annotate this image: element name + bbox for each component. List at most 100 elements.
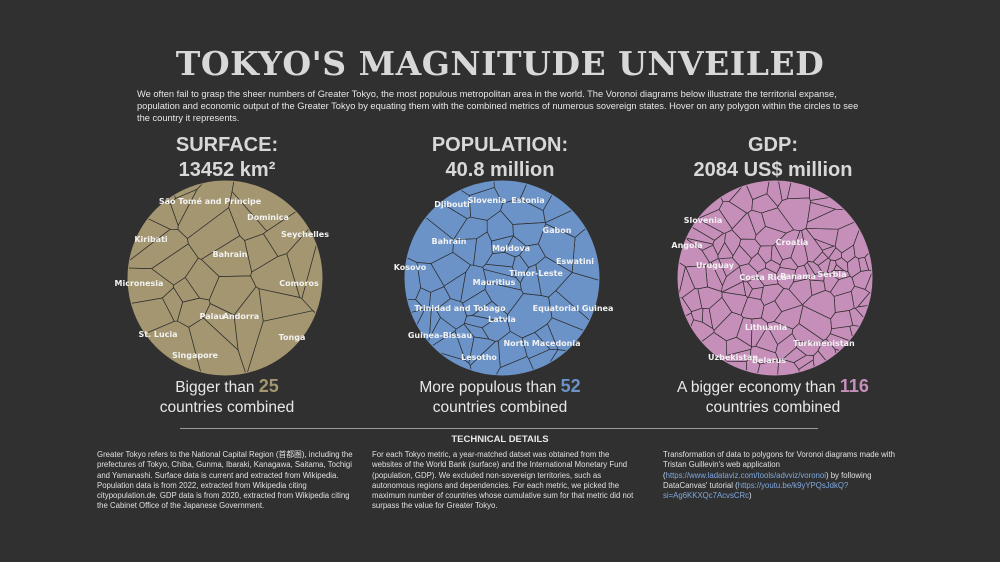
country-polygon[interactable] (521, 331, 551, 360)
country-polygon[interactable] (754, 226, 787, 247)
technical-col-1: Greater Tokyo refers to the National Cap… (97, 450, 353, 511)
gdp-caption: A bigger economy than 116 countries comb… (643, 376, 903, 418)
country-polygon[interactable] (120, 228, 189, 269)
country-label: Uruguay (696, 261, 735, 270)
country-label: Latvia (488, 315, 516, 324)
country-polygon[interactable] (751, 317, 768, 348)
country-polygon[interactable] (828, 247, 842, 261)
country-polygon[interactable] (779, 257, 799, 271)
country-polygon[interactable] (473, 231, 493, 268)
country-polygon[interactable] (746, 356, 761, 376)
country-polygon[interactable] (668, 254, 686, 298)
gdp-heading: GDP: (748, 134, 798, 156)
country-polygon[interactable] (233, 286, 264, 376)
country-label: Micronesia (115, 279, 164, 288)
country-polygon[interactable] (801, 290, 836, 320)
country-polygon[interactable] (776, 359, 804, 376)
country-polygon[interactable] (690, 307, 704, 323)
country-label: Dominica (247, 213, 289, 222)
country-label: North Macedonia (503, 339, 580, 348)
country-polygon[interactable] (834, 348, 882, 376)
country-polygon[interactable] (454, 323, 475, 364)
country-label: Bahrain (213, 250, 248, 259)
surface-caption: Bigger than 25 countries combined (97, 376, 357, 418)
country-polygon[interactable] (429, 309, 441, 338)
page-title: TOKYO'S MAGNITUDE UNVEILED (175, 44, 825, 83)
country-label: Panama (780, 272, 816, 281)
country-label: Slovenia (468, 196, 506, 205)
country-polygon[interactable] (519, 180, 567, 211)
surface-voronoi[interactable]: São Tomé and Príncipe Dominica Kiribati Sey… (105, 180, 345, 376)
technical-col-3: Transformation of data to polygons for V… (663, 450, 908, 501)
country-label: Palau (200, 312, 225, 321)
country-label: Gabon (543, 226, 572, 235)
country-label: Lesotho (461, 353, 497, 362)
voronoi-cells[interactable] (118, 180, 332, 376)
country-label: Kiribati (134, 235, 168, 244)
tutorial-link[interactable]: https://youtu.be/k9yYPQsJdkQ?si=Ag6KKXQc… (663, 480, 849, 501)
country-polygon[interactable] (786, 180, 810, 200)
country-polygon[interactable] (301, 198, 332, 328)
technical-col-2: For each Tokyo metric, a year-matched da… (372, 450, 634, 511)
gdp-caption-prefix: A bigger economy than (677, 379, 836, 396)
country-polygon[interactable] (188, 317, 248, 376)
gdp-voronoi[interactable]: Slovenia Croatia Angola Uruguay Costa RicaPa… (655, 180, 895, 376)
country-label: Eswatini (556, 257, 594, 266)
country-label: Croatia (776, 238, 809, 247)
country-polygon[interactable] (803, 261, 816, 279)
country-polygon[interactable] (538, 223, 576, 273)
surface-caption-prefix: Bigger than (175, 379, 255, 396)
country-polygon[interactable] (746, 276, 765, 290)
country-polygon[interactable] (724, 229, 742, 257)
country-label: Angola (671, 241, 702, 250)
gdp-heading-block: GDP: 2084 US$ million (653, 133, 893, 183)
country-label: Slovenia (684, 216, 722, 225)
country-label: Uzbekistan (708, 353, 758, 362)
country-label: Guinea-Bissau (408, 331, 473, 340)
surface-heading-block: SURFACE: 13452 km² (107, 133, 347, 183)
country-polygon[interactable] (864, 269, 882, 297)
country-label: Trinidad and Tobago (414, 304, 506, 313)
country-polygon[interactable] (491, 235, 514, 254)
gdp-caption-suffix: countries combined (705, 399, 841, 416)
gdp-count: 116 (839, 376, 869, 396)
country-polygon[interactable] (809, 180, 882, 201)
country-label: Comoros (279, 279, 319, 288)
country-label: Kosovo (394, 263, 427, 272)
country-polygon[interactable] (519, 264, 542, 296)
population-caption-prefix: More populous than (419, 379, 557, 396)
ladataviz-link[interactable]: https://www.ladataviz.com/tools/advviz/v… (665, 470, 826, 480)
population-caption-suffix: countries combined (432, 399, 568, 416)
country-polygon[interactable] (849, 324, 867, 338)
technical-col-3-text-1: Transformation of data to polygons for V… (663, 450, 896, 480)
country-polygon[interactable] (435, 298, 467, 330)
technical-col-3-text-2: ) by following DataCanvas' tutorial ( (663, 470, 872, 490)
country-polygon[interactable] (850, 285, 871, 309)
intro-paragraph: We often fail to grasp the sheer numbers… (137, 89, 859, 123)
country-label: São Tomé and Príncipe (159, 196, 262, 206)
country-polygon[interactable] (416, 262, 445, 293)
country-label: Serbia (818, 270, 847, 279)
country-label: Moldova (492, 244, 530, 253)
country-label: Turkmenistan (793, 339, 855, 348)
surface-count: 25 (258, 376, 279, 396)
country-label: Tonga (279, 333, 306, 342)
country-label: Equatorial Guinea (533, 304, 614, 313)
country-label: Djibouti (434, 200, 470, 209)
country-label: Mauritius (473, 278, 516, 287)
country-label: Timor-Leste (509, 269, 563, 278)
surface-heading: SURFACE: (175, 134, 279, 156)
country-label: St. Lucia (138, 330, 177, 339)
country-polygon[interactable] (713, 311, 744, 342)
country-polygon[interactable] (807, 201, 837, 223)
country-label: Estonia (511, 196, 544, 205)
country-label: Costa Rica (739, 273, 786, 282)
country-polygon[interactable] (745, 180, 772, 200)
country-polygon[interactable] (847, 256, 862, 278)
country-polygon[interactable] (766, 180, 783, 208)
technical-heading: TECHNICAL DETAILS (451, 434, 549, 445)
surface-value: 13452 km² (178, 159, 276, 181)
country-polygon[interactable] (813, 238, 835, 251)
country-polygon[interactable] (668, 312, 694, 371)
